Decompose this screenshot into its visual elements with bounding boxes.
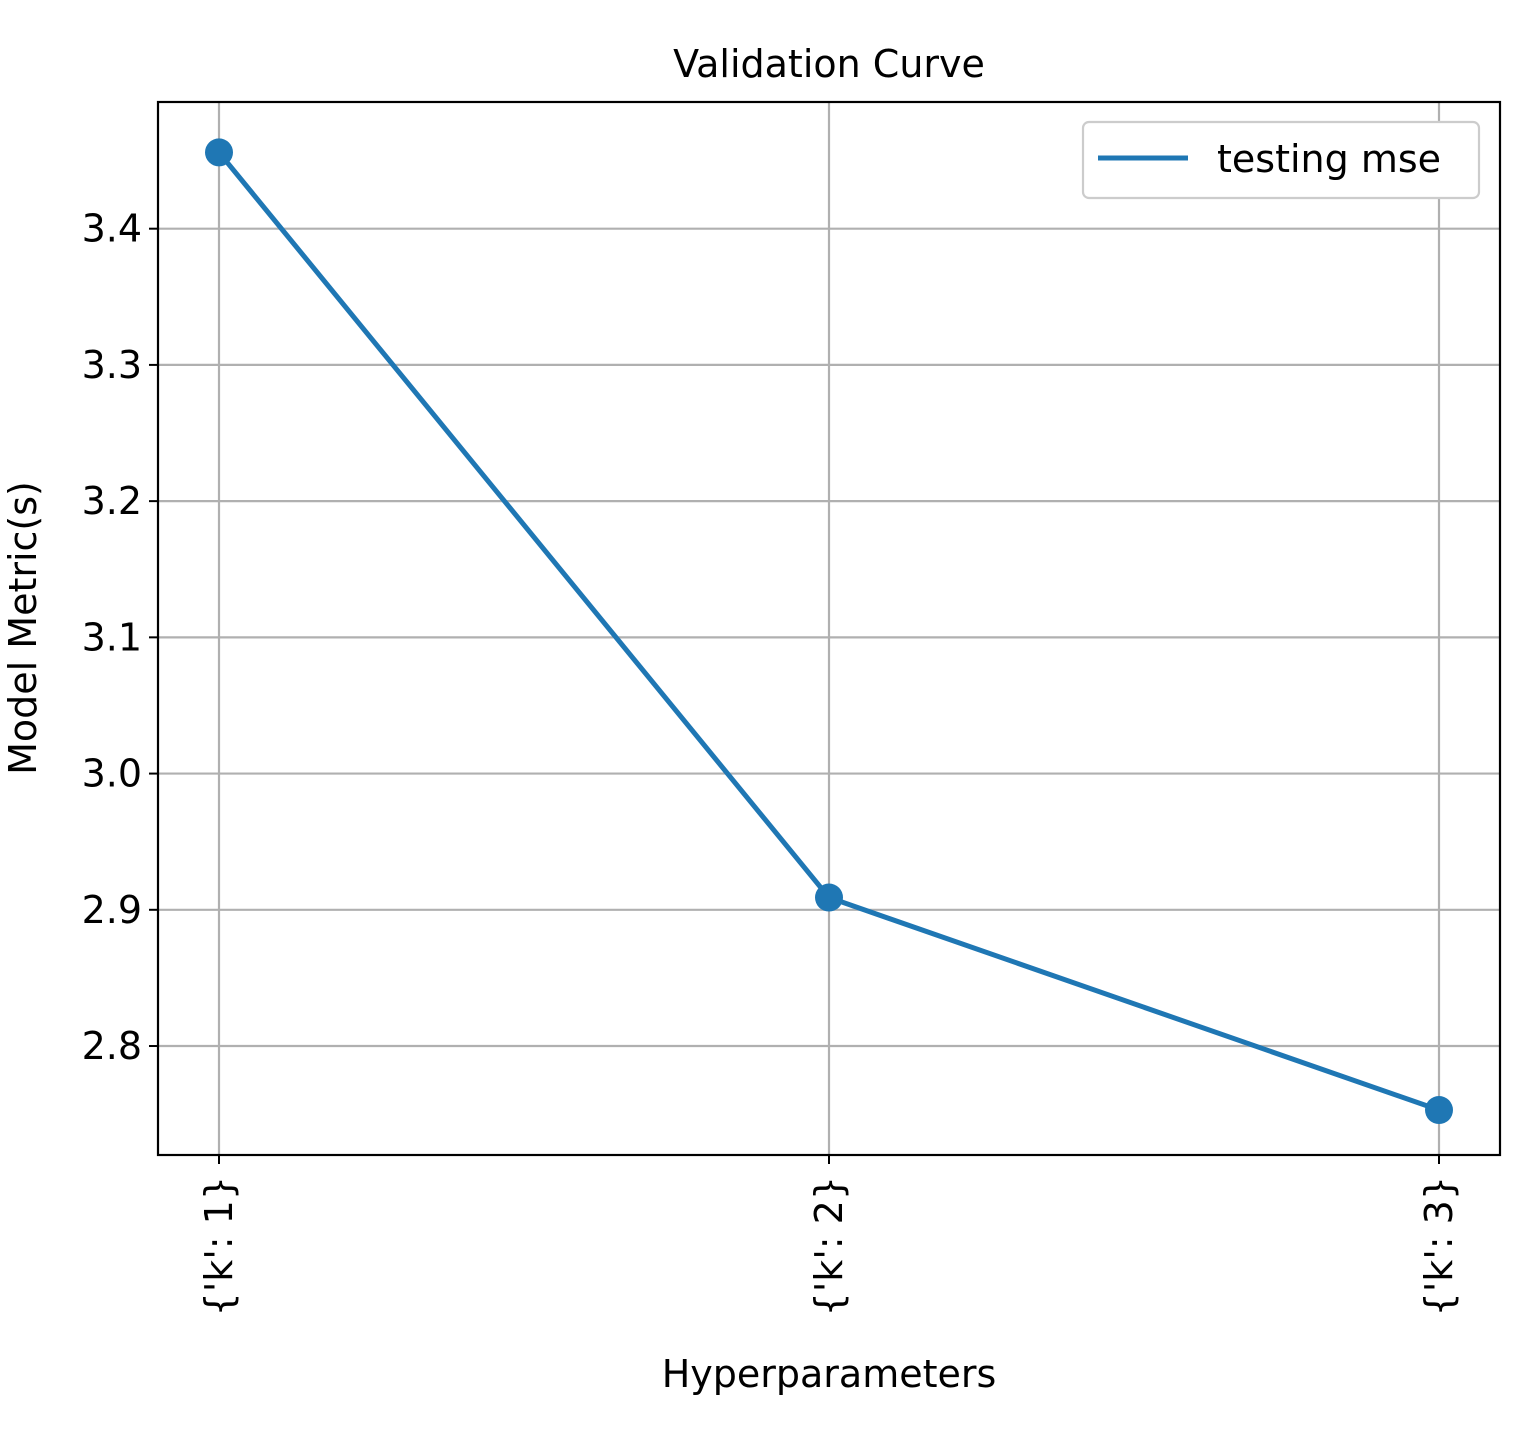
y-axis-label: Model Metric(s): [1, 481, 45, 775]
series-layer: [205, 138, 1453, 1125]
data-point[interactable]: [1425, 1096, 1453, 1125]
x-tick-label: {'k': 2}: [807, 1176, 851, 1316]
y-tick-label: 3.3: [82, 343, 142, 387]
y-tick-label: 3.2: [82, 479, 142, 523]
data-point[interactable]: [815, 883, 843, 912]
x-tick-label: {'k': 1}: [197, 1176, 241, 1316]
x-axis-label: Hyperparameters: [662, 1352, 997, 1396]
y-tick-label: 3.0: [82, 752, 142, 796]
chart-title: Validation Curve: [673, 42, 985, 86]
y-tick-label: 3.4: [82, 207, 142, 251]
y-tick-label: 2.8: [82, 1024, 142, 1068]
legend-box: [1081, 120, 1481, 200]
data-point[interactable]: [205, 138, 233, 167]
y-tick-label: 3.1: [82, 615, 142, 659]
legend-label-testing-mse: testing mse: [1217, 137, 1441, 181]
tick-layer: 2.8 2.9 3.0 3.1 3.2 3.3 3.4 {'k': 1} {'k': 2} {'k…: [82, 207, 1461, 1317]
y-tick-label: 2.9: [82, 888, 142, 932]
legend[interactable]: testing mse: [1081, 120, 1481, 200]
x-tick-label: {'k': 3}: [1417, 1176, 1461, 1316]
